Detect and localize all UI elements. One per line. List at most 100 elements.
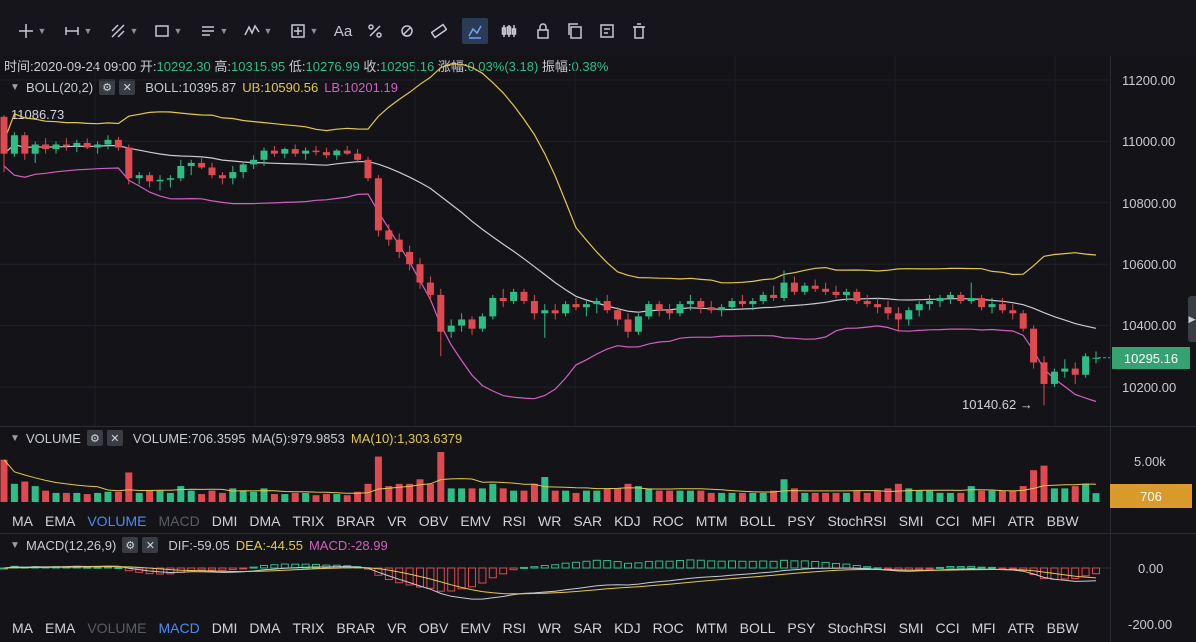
tab-emv[interactable]: EMV bbox=[460, 513, 491, 529]
tab-emv[interactable]: EMV bbox=[460, 620, 491, 636]
macd-settings-gear-icon[interactable]: ⚙ bbox=[122, 537, 139, 553]
macd-histogram-bar bbox=[395, 567, 404, 584]
parallel-lines-tool-button[interactable]: ▼ bbox=[194, 18, 234, 44]
dropdown-caret-icon[interactable]: ▼ bbox=[129, 26, 139, 36]
volume-close-icon[interactable]: ✕ bbox=[106, 430, 123, 446]
tab-atr[interactable]: ATR bbox=[1007, 620, 1035, 636]
tab-volume[interactable]: VOLUME bbox=[87, 513, 147, 529]
macd-histogram-bar bbox=[561, 562, 570, 569]
tab-volume[interactable]: VOLUME bbox=[87, 620, 147, 636]
text-tool-button[interactable]: Aa bbox=[330, 18, 356, 44]
collapse-chevron-icon[interactable]: ▼ bbox=[10, 432, 20, 444]
tab-ma[interactable]: MA bbox=[12, 513, 33, 529]
tab-stochrsi[interactable]: StochRSI bbox=[827, 513, 887, 529]
tab-cci[interactable]: CCI bbox=[935, 620, 960, 636]
dropdown-caret-icon[interactable]: ▼ bbox=[83, 26, 93, 36]
tab-trix[interactable]: TRIX bbox=[292, 620, 325, 636]
tab-dmi[interactable]: DMI bbox=[211, 620, 238, 636]
settings-list-tool-button[interactable] bbox=[594, 18, 620, 44]
dropdown-caret-icon[interactable]: ▼ bbox=[309, 26, 319, 36]
dropdown-caret-icon[interactable]: ▼ bbox=[219, 26, 229, 36]
volume-bar bbox=[562, 490, 570, 502]
tab-sar[interactable]: SAR bbox=[573, 620, 603, 636]
tab-stochrsi[interactable]: StochRSI bbox=[827, 620, 887, 636]
horizontal-ray-tool-button[interactable]: ▼ bbox=[58, 18, 98, 44]
tab-kdj[interactable]: KDJ bbox=[614, 513, 641, 529]
copy-tool-button[interactable] bbox=[562, 18, 588, 44]
boll-settings-gear-icon[interactable]: ⚙ bbox=[99, 79, 116, 95]
macd-histogram-bar bbox=[1071, 567, 1080, 579]
draw-mode-tool-button[interactable] bbox=[462, 18, 488, 44]
boll-close-icon[interactable]: ✕ bbox=[119, 79, 136, 95]
tab-brar[interactable]: BRAR bbox=[336, 620, 376, 636]
expand-panel-handle-icon[interactable]: ▶ bbox=[1188, 296, 1196, 342]
candle-body bbox=[218, 175, 226, 179]
tab-macd[interactable]: MACD bbox=[158, 620, 200, 636]
tab-macd[interactable]: MACD bbox=[158, 513, 200, 529]
tab-bbw[interactable]: BBW bbox=[1046, 620, 1079, 636]
indicator-tabs-lower: MA EMA VOLUME MACD DMI DMA TRIX BRAR VR OBV EMV RSI… bbox=[0, 618, 1110, 638]
crosshair-tool-button[interactable]: ▼ bbox=[12, 18, 52, 44]
tab-mfi[interactable]: MFI bbox=[971, 620, 996, 636]
tab-boll[interactable]: BOLL bbox=[739, 513, 776, 529]
tab-ema[interactable]: EMA bbox=[45, 513, 76, 529]
tab-brar[interactable]: BRAR bbox=[336, 513, 376, 529]
candle-body bbox=[894, 313, 902, 320]
candle-body bbox=[62, 144, 70, 147]
arrow-right-icon: → bbox=[1019, 397, 1033, 412]
tab-mtm[interactable]: MTM bbox=[695, 513, 728, 529]
collapse-chevron-icon[interactable]: ▼ bbox=[10, 539, 20, 551]
volume-bar bbox=[926, 490, 934, 502]
dropdown-caret-icon[interactable]: ▼ bbox=[173, 26, 183, 36]
tab-ema[interactable]: EMA bbox=[45, 620, 76, 636]
tab-wr[interactable]: WR bbox=[538, 620, 562, 636]
tab-roc[interactable]: ROC bbox=[652, 620, 684, 636]
macd-histogram-bar bbox=[114, 566, 123, 569]
wave-pattern-tool-button[interactable]: ▼ bbox=[238, 18, 278, 44]
candle-body bbox=[738, 301, 746, 305]
tab-vr[interactable]: VR bbox=[387, 620, 407, 636]
volume-bar bbox=[593, 490, 601, 502]
tab-roc[interactable]: ROC bbox=[652, 513, 684, 529]
measure-tool-button[interactable]: ▼ bbox=[284, 18, 324, 44]
tab-psy[interactable]: PSY bbox=[787, 513, 816, 529]
fib-tool-button[interactable] bbox=[362, 18, 388, 44]
trash-tool-button[interactable] bbox=[626, 18, 652, 44]
tab-mfi[interactable]: MFI bbox=[971, 513, 996, 529]
tab-cci[interactable]: CCI bbox=[935, 513, 960, 529]
tab-obv[interactable]: OBV bbox=[418, 620, 449, 636]
lock-tool-button[interactable] bbox=[530, 18, 556, 44]
macd-close-icon[interactable]: ✕ bbox=[142, 537, 159, 553]
dropdown-caret-icon[interactable]: ▼ bbox=[263, 26, 273, 36]
volume-settings-gear-icon[interactable]: ⚙ bbox=[86, 430, 103, 446]
tab-dmi[interactable]: DMI bbox=[211, 513, 238, 529]
tab-boll[interactable]: BOLL bbox=[739, 620, 776, 636]
volume-bar bbox=[790, 488, 798, 502]
tab-mtm[interactable]: MTM bbox=[695, 620, 728, 636]
tab-trix[interactable]: TRIX bbox=[292, 513, 325, 529]
rectangle-tool-button[interactable]: ▼ bbox=[148, 18, 188, 44]
tab-ma[interactable]: MA bbox=[12, 620, 33, 636]
boll-mid-value: 10395.87 bbox=[182, 79, 237, 95]
magnet-tool-button[interactable] bbox=[394, 18, 420, 44]
collapse-chevron-icon[interactable]: ▼ bbox=[10, 81, 20, 93]
tab-psy[interactable]: PSY bbox=[787, 620, 816, 636]
tab-rsi[interactable]: RSI bbox=[502, 513, 527, 529]
trend-line-tool-button[interactable]: ▼ bbox=[104, 18, 144, 44]
tab-dma[interactable]: DMA bbox=[249, 620, 281, 636]
tab-atr[interactable]: ATR bbox=[1007, 513, 1035, 529]
ruler-tool-button[interactable] bbox=[426, 18, 452, 44]
candlestick-chart[interactable] bbox=[0, 56, 1110, 426]
dropdown-caret-icon[interactable]: ▼ bbox=[37, 26, 47, 36]
tab-dma[interactable]: DMA bbox=[249, 513, 281, 529]
tab-smi[interactable]: SMI bbox=[898, 513, 924, 529]
tab-sar[interactable]: SAR bbox=[573, 513, 603, 529]
tab-kdj[interactable]: KDJ bbox=[614, 620, 641, 636]
tab-rsi[interactable]: RSI bbox=[502, 620, 527, 636]
tab-obv[interactable]: OBV bbox=[418, 513, 449, 529]
candles-tool-button[interactable] bbox=[496, 18, 522, 44]
tab-smi[interactable]: SMI bbox=[898, 620, 924, 636]
tab-wr[interactable]: WR bbox=[538, 513, 562, 529]
tab-vr[interactable]: VR bbox=[387, 513, 407, 529]
tab-bbw[interactable]: BBW bbox=[1046, 513, 1079, 529]
